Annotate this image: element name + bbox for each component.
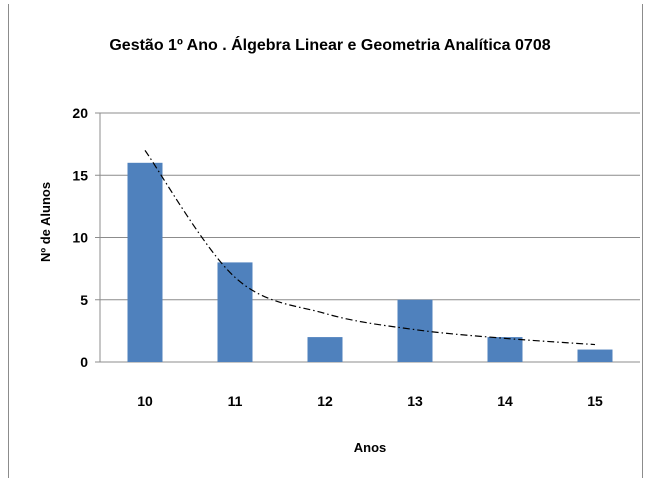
bars bbox=[127, 162, 613, 362]
y-axis-title: Nº de Alunos bbox=[38, 182, 53, 262]
y-tick-labels: 0 5 10 15 20 bbox=[72, 105, 88, 370]
chart-frame bbox=[8, 4, 643, 478]
x-tick-label: 10 bbox=[137, 393, 153, 409]
x-tick-labels: 10 11 12 13 14 15 bbox=[137, 393, 603, 409]
y-tick-label: 0 bbox=[80, 354, 88, 370]
bar-12 bbox=[307, 337, 343, 362]
trendline-path bbox=[144, 150, 596, 346]
trendline bbox=[144, 150, 596, 346]
chart-title: Gestão 1º Ano . Álgebra Linear e Geometr… bbox=[109, 35, 550, 54]
y-tick-label: 15 bbox=[72, 167, 88, 183]
y-tick-label: 10 bbox=[72, 230, 88, 246]
x-tick-label: 14 bbox=[497, 393, 513, 409]
y-tick-label: 20 bbox=[72, 105, 88, 121]
gridlines bbox=[95, 112, 640, 363]
bar-10 bbox=[127, 162, 163, 362]
x-tick-label: 15 bbox=[587, 393, 603, 409]
x-tick-label: 13 bbox=[407, 393, 423, 409]
y-tick-label: 5 bbox=[80, 292, 88, 308]
bar-15 bbox=[577, 349, 613, 362]
x-axis-title: Anos bbox=[354, 440, 387, 455]
bar-13 bbox=[397, 299, 433, 362]
bar-11 bbox=[217, 262, 253, 362]
x-tick-label: 12 bbox=[317, 393, 333, 409]
bar-14 bbox=[487, 337, 523, 362]
x-tick-label: 11 bbox=[228, 393, 243, 409]
